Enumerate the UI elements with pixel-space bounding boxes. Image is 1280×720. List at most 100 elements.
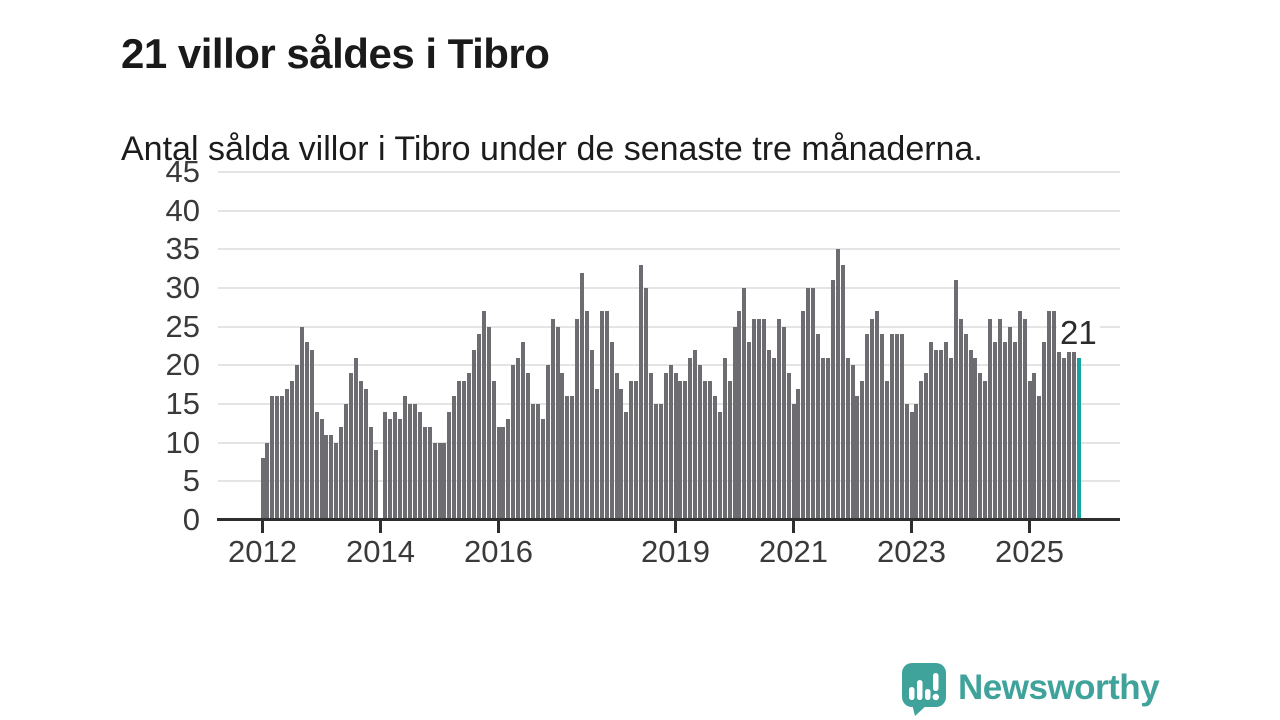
bar [781,326,786,520]
bar [417,411,422,520]
bar [968,349,973,520]
bar [1057,349,1061,520]
bar [693,349,698,520]
bar [585,311,589,520]
bar [889,334,894,520]
bar [319,419,324,520]
y-tick-label: 10 [165,424,200,460]
bar [963,334,968,520]
y-tick-label: 0 [182,502,200,537]
bar [324,434,329,520]
bar [855,396,860,520]
bar [924,373,929,520]
bar [383,411,388,520]
last-value-annotation: 21 [1057,314,1100,352]
bar [904,404,909,520]
bar [619,388,624,520]
bar [742,288,747,520]
bar [703,380,707,520]
y-tick-label: 25 [165,308,200,344]
bar [545,365,550,520]
bar [304,342,309,520]
gridline [218,209,1120,212]
bar [1061,357,1066,520]
bar [540,419,545,520]
bar [511,365,516,520]
bar [580,272,585,520]
x-tick-label: 2025 [995,534,1064,569]
x-tick-label: 2016 [464,534,533,569]
bar [791,404,796,520]
bar [1032,373,1037,520]
bar [530,404,535,520]
bar [403,396,408,520]
gridline [218,287,1120,289]
bar [929,342,934,520]
bar [958,318,963,520]
y-tick-label: 40 [165,192,200,228]
x-tick [910,521,913,533]
y-tick-label: 20 [165,347,200,383]
y-tick-label: 5 [182,463,200,499]
bar [870,318,875,520]
bar [344,404,349,520]
bar [634,380,639,520]
bar [452,396,457,520]
bar [481,311,486,520]
bar [712,396,717,520]
bar [939,349,943,520]
bar [496,427,501,520]
bar [290,380,294,520]
bar [368,427,373,520]
bar [835,249,840,520]
bar [594,388,599,520]
x-tick-label: 2012 [228,534,297,569]
bar [683,380,688,520]
bar [309,349,314,520]
bar [953,280,958,520]
bar [476,334,481,520]
x-tick-label: 2014 [346,534,415,569]
bar [983,380,988,520]
chart-subtitle: Antal sålda villor i Tibro under de sena… [121,130,983,168]
bar [491,380,496,520]
newsworthy-logo: Newsworthy [901,662,1160,720]
bar [1012,342,1017,520]
y-tick-label: 30 [165,270,200,305]
bar [329,434,334,520]
bar [437,442,442,520]
bar [373,450,378,520]
bar [752,318,757,520]
y-tick-label: 35 [165,231,200,267]
bar [599,311,604,520]
bar [1066,349,1071,520]
bar [978,373,983,520]
bar [653,404,658,520]
bar [1002,342,1007,520]
bar [722,357,727,520]
bar [894,334,899,520]
bar [393,411,398,520]
bar [270,396,275,520]
bar [948,357,953,520]
bar [707,380,712,520]
bar [875,311,880,520]
bar [973,357,978,520]
x-tick [261,521,264,533]
bar [821,357,825,520]
bar [294,365,299,520]
x-tick [792,521,795,533]
bar [860,380,865,520]
bar [471,349,476,520]
x-tick [674,521,677,533]
bar [811,288,816,520]
bar [575,318,580,520]
gridline [218,325,1120,328]
bar [299,326,304,520]
chart-title: 21 villor såldes i Tibro [121,30,550,78]
bar [830,280,835,520]
bar [604,311,609,520]
bar [688,357,693,520]
bar [560,373,565,520]
